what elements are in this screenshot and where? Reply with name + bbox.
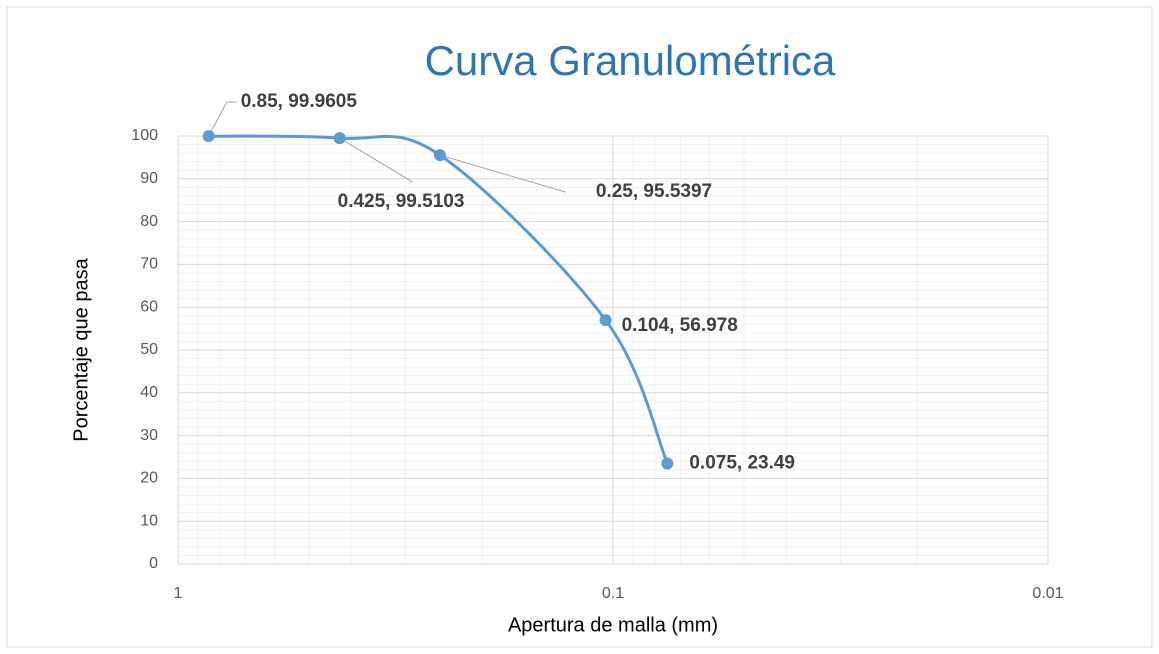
leader-line xyxy=(339,137,413,183)
y-tick-label: 80 xyxy=(140,213,158,230)
chart-title: Curva Granulométrica xyxy=(425,37,836,84)
x-tick-label: 0.1 xyxy=(602,585,624,602)
data-label: 0.85, 99.9605 xyxy=(241,91,358,112)
y-tick-label: 20 xyxy=(140,470,158,487)
data-point xyxy=(599,314,612,327)
x-tick-label: 0.01 xyxy=(1032,585,1063,602)
chart-border xyxy=(6,6,1153,648)
y-tick-label: 90 xyxy=(140,170,158,187)
data-label: 0.104, 56.978 xyxy=(622,315,738,336)
x-tick-label: 1 xyxy=(174,585,183,602)
data-point xyxy=(202,130,215,143)
leader-line xyxy=(208,101,237,137)
series-line xyxy=(208,134,669,465)
x-axis-title: Apertura de malla (mm) xyxy=(508,614,718,636)
data-point xyxy=(333,132,346,145)
data-label: 0.075, 23.49 xyxy=(689,452,795,473)
y-tick-label: 10 xyxy=(140,512,158,529)
y-tick-label: 40 xyxy=(140,384,158,401)
data-label: 0.425, 99.5103 xyxy=(338,191,465,212)
y-axis-title: Porcentaje que pasa xyxy=(70,257,92,441)
y-tick-label: 50 xyxy=(140,341,158,358)
data-point xyxy=(433,149,446,162)
y-tick-label: 30 xyxy=(140,427,158,444)
y-tick-label: 100 xyxy=(131,127,158,144)
y-tick-label: 70 xyxy=(140,256,158,273)
y-tick-label: 60 xyxy=(140,298,158,315)
y-tick-label: 0 xyxy=(149,555,158,572)
data-point xyxy=(661,457,674,470)
data-label: 0.25, 95.5397 xyxy=(596,181,712,202)
leader-line xyxy=(439,154,567,193)
